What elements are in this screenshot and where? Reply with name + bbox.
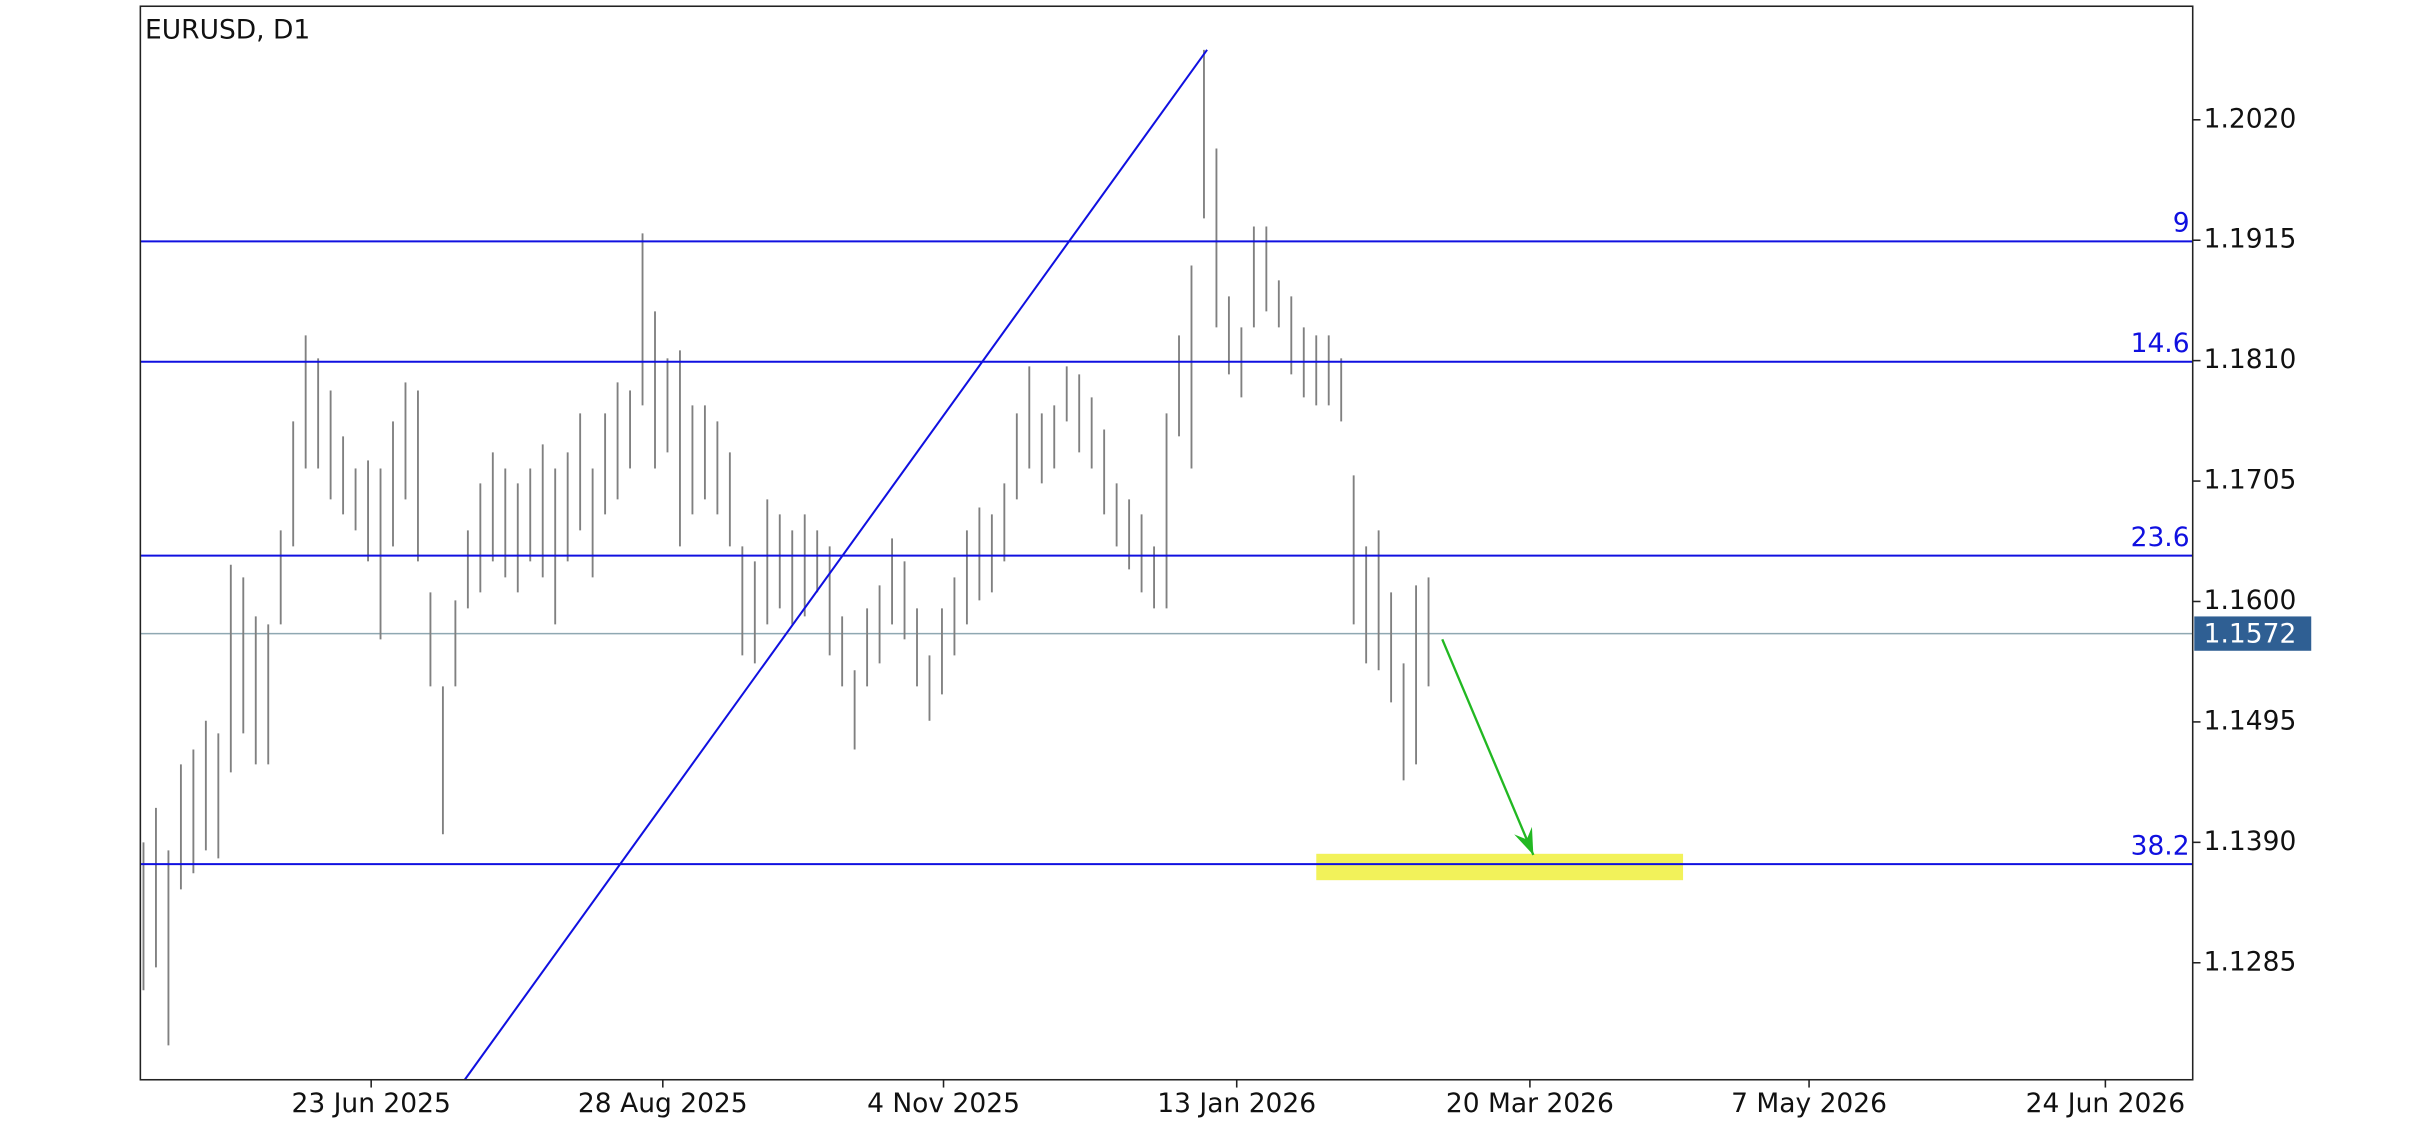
level-label: 23.6	[2131, 522, 2190, 553]
y-tick-label: 1.1495	[2204, 705, 2297, 736]
y-tick-label: 1.1600	[2204, 585, 2297, 616]
level-label: 38.2	[2131, 830, 2190, 861]
x-tick-label: 20 Mar 2026	[1446, 1088, 1614, 1119]
arrow-shaft	[1441, 638, 1535, 856]
level-label: 14.6	[2131, 328, 2190, 359]
y-tick-label: 1.1285	[2204, 946, 2297, 977]
chart-title: EURUSD, D1	[145, 15, 310, 46]
x-tick-label: 13 Jan 2026	[1157, 1088, 1316, 1119]
plot-frame	[139, 5, 2194, 1081]
plot-layer: 9 14.6 23.6 38.2	[140, 49, 2193, 1081]
last-price-label: 1.1572	[2204, 619, 2297, 650]
x-tick-label: 24 Jun 2026	[2026, 1088, 2185, 1119]
y-tick-label: 1.1390	[2204, 826, 2297, 857]
y-tick-label: 1.1810	[2204, 344, 2297, 375]
x-tick-label: 4 Nov 2025	[867, 1088, 1020, 1119]
x-tick-label: 23 Jun 2025	[291, 1088, 450, 1119]
level-label: 9	[2173, 208, 2190, 239]
trendline	[463, 49, 1208, 1081]
last-price-box	[2194, 616, 2312, 651]
y-tick-label: 1.1705	[2204, 465, 2297, 496]
x-tick-label: 28 Aug 2025	[578, 1088, 748, 1119]
arrow-head	[1514, 826, 1534, 855]
target-zone	[1316, 853, 1684, 881]
y-tick-label: 1.2020	[2204, 103, 2297, 134]
x-tick-label: 7 May 2026	[1731, 1088, 1887, 1119]
y-tick-label: 1.1915	[2204, 224, 2297, 255]
